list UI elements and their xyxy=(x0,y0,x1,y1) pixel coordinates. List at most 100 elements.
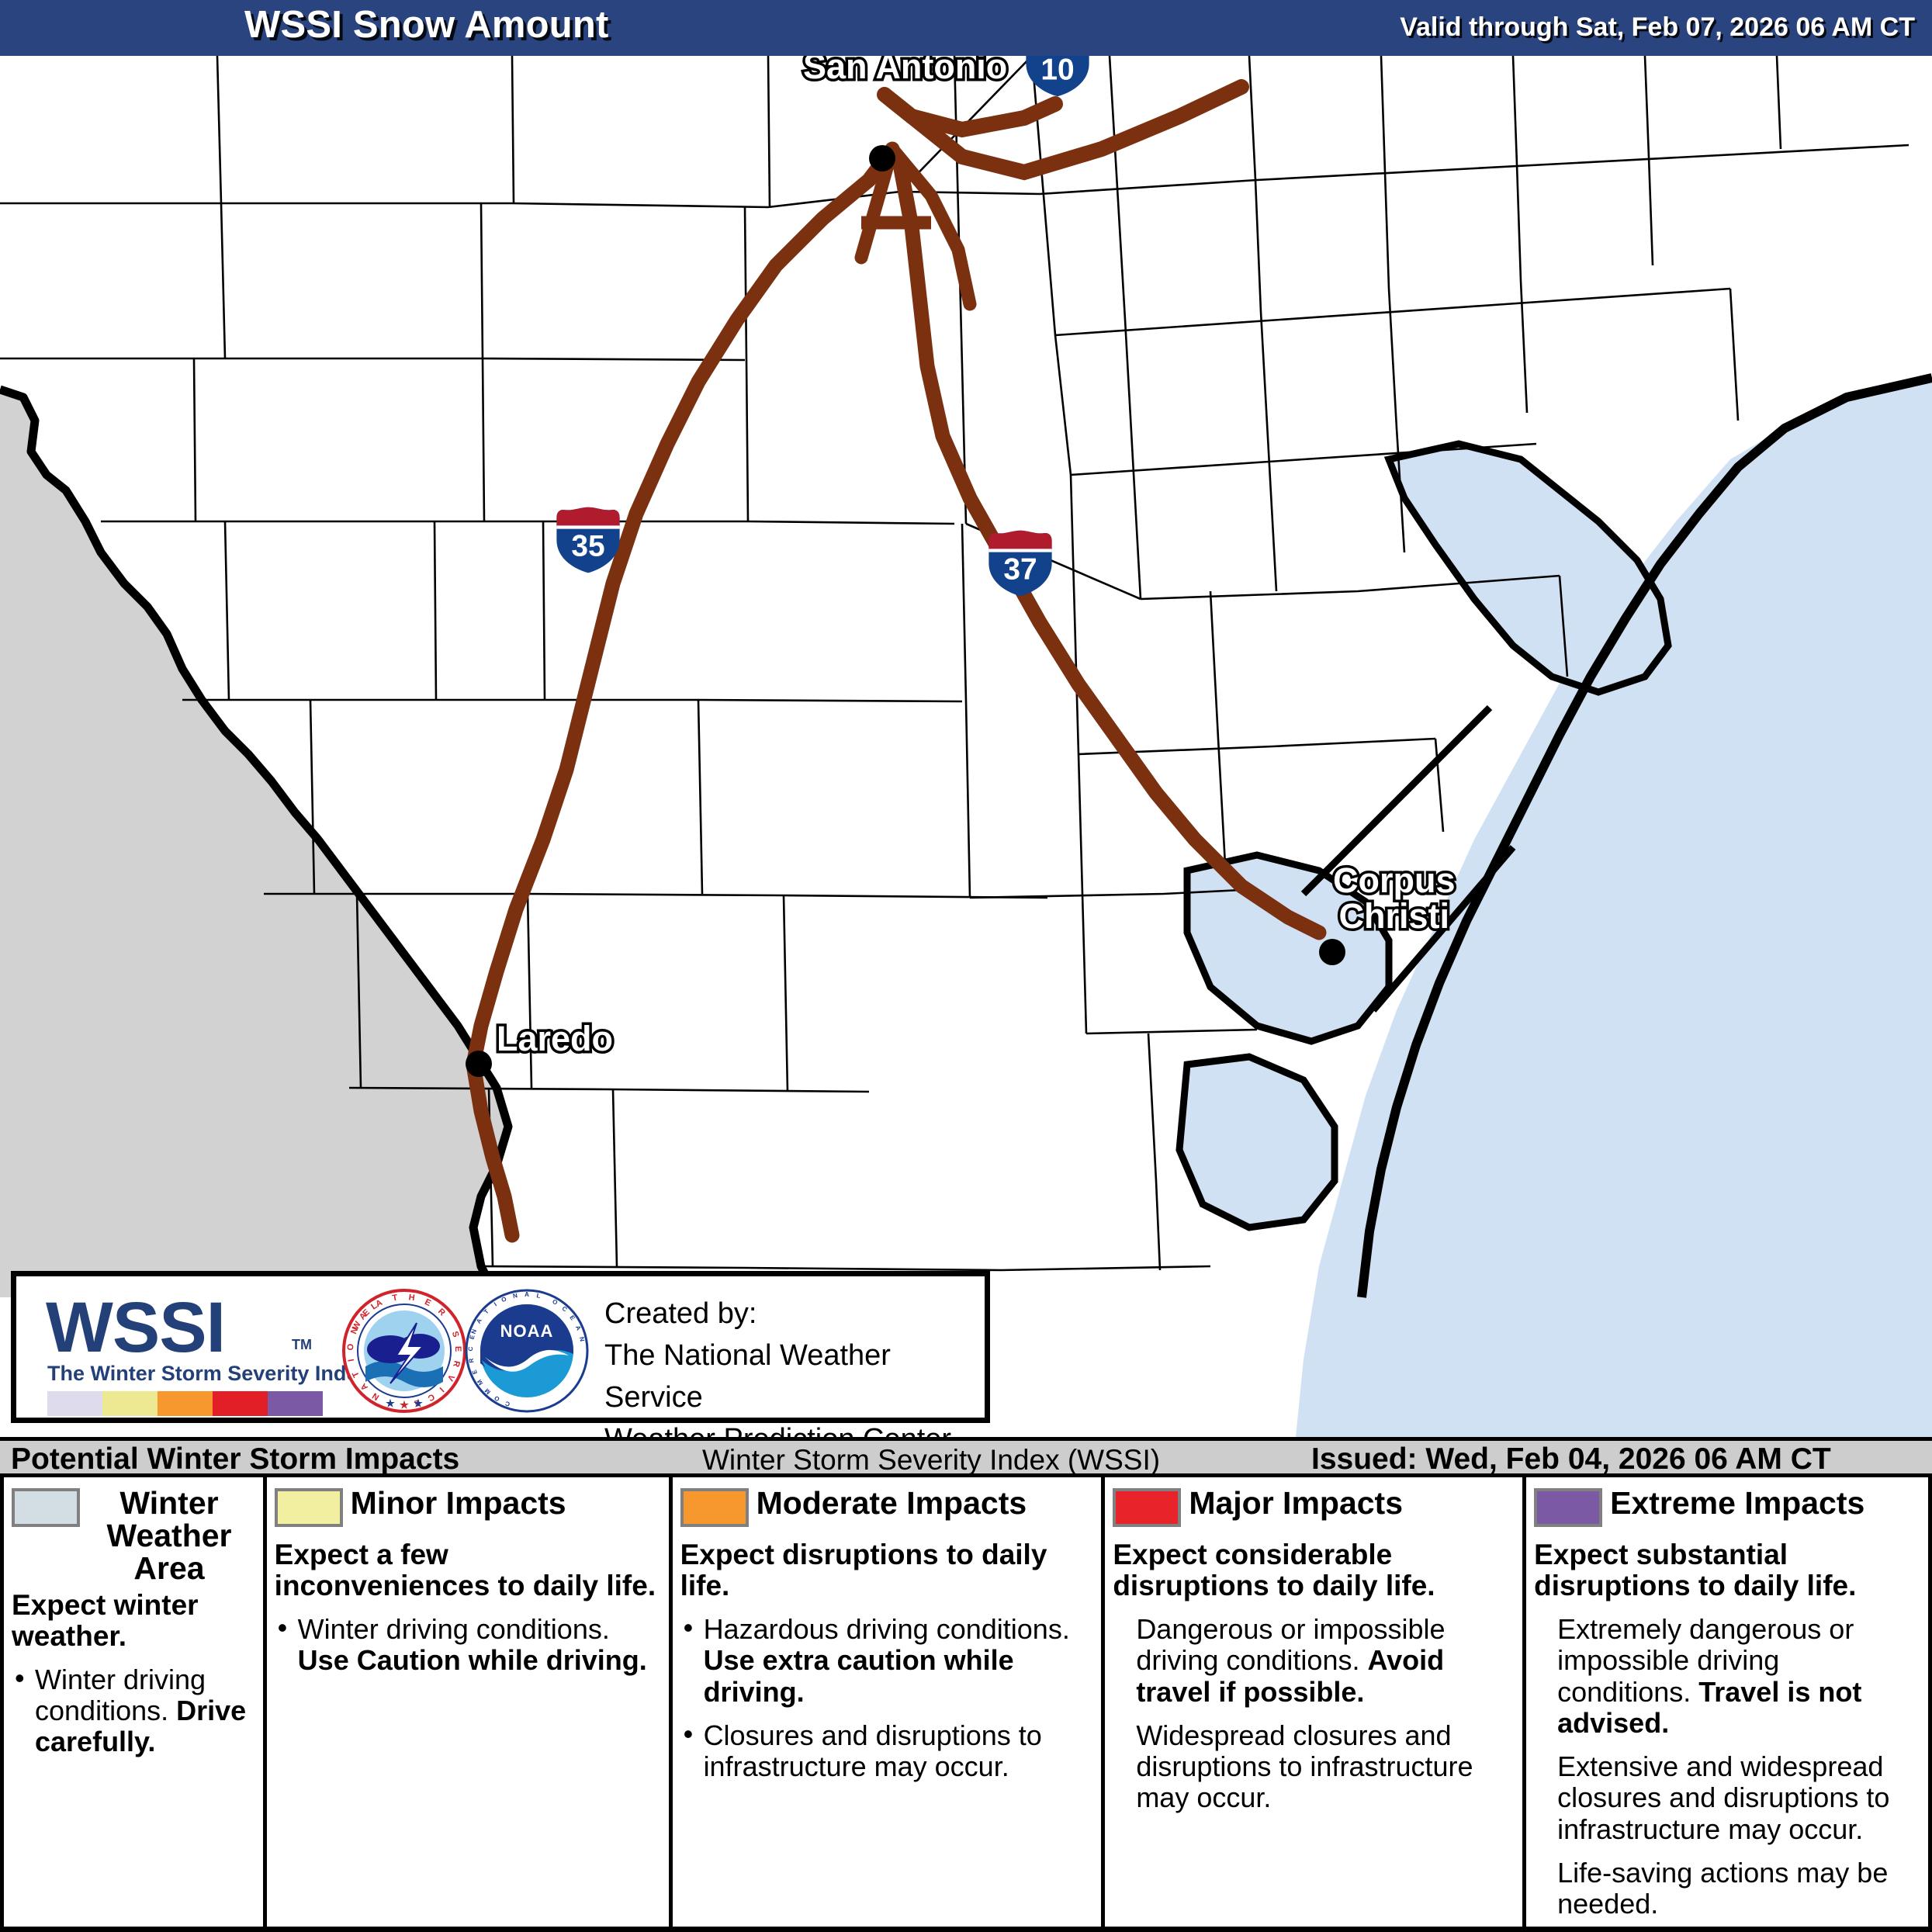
wssi-subtitle: The Winter Storm Severity Index xyxy=(47,1362,370,1385)
legend-swatch-winter-weather-area xyxy=(12,1488,80,1527)
bullet-bold: Use Caution while driving. xyxy=(297,1644,647,1677)
svg-text:C: C xyxy=(504,1400,511,1408)
legend-column-moderate-impacts[interactable]: Moderate Impacts Expect disruptions to d… xyxy=(673,1477,1106,1927)
legend-column-minor-impacts[interactable]: Minor Impacts Expect a few inconvenience… xyxy=(267,1477,673,1927)
svg-text:E: E xyxy=(469,1334,476,1340)
bullet-bold: Use extra caution while driving. xyxy=(703,1644,1014,1708)
legend-label-major-impacts: Major Impacts xyxy=(1189,1485,1404,1521)
svg-text:E: E xyxy=(470,1368,479,1375)
impact-legend: Winter Weather Area Expect winter weather.… xyxy=(0,1477,1932,1932)
bullet-pre: Widespread closures and disruptions to i… xyxy=(1136,1719,1473,1814)
city-dot-laredo xyxy=(466,1051,492,1077)
legend-bullet: Winter driving conditions. Drive careful… xyxy=(12,1663,255,1758)
legend-summary: Expect substantial disruptions to daily … xyxy=(1534,1539,1857,1601)
trademark-mark: TM xyxy=(292,1337,312,1352)
legend-bullet: Dangerous or impossible driving conditio… xyxy=(1113,1612,1515,1708)
svg-text:35: 35 xyxy=(571,529,604,563)
status-bar-issued-label: Issued: Wed, Feb 04, 2026 06 AM CT xyxy=(1311,1442,1831,1476)
legend-label-minor-impacts: Minor Impacts xyxy=(350,1485,566,1521)
legend-swatch-major-impacts xyxy=(1113,1488,1182,1527)
city-label-laredo: Laredo xyxy=(493,1018,615,1059)
status-bar-center-label: Winter Storm Severity Index (WSSI) xyxy=(702,1444,1161,1476)
svg-text:10: 10 xyxy=(1040,56,1074,86)
svg-text:E: E xyxy=(423,1297,432,1308)
svg-text:★: ★ xyxy=(400,1399,409,1411)
svg-text:C: C xyxy=(467,1346,474,1351)
interstate-shield-35: 35 xyxy=(555,506,621,574)
interstate-shield-37: 37 xyxy=(987,529,1054,597)
svg-text:E: E xyxy=(568,1314,576,1322)
created-by-block: Created by: The National Weather Service… xyxy=(604,1293,985,1461)
valid-through-text: Valid through Sat, Feb 07, 2026 06 AM CT xyxy=(1400,12,1915,42)
legend-column-major-impacts[interactable]: Major Impacts Expect considerable disrup… xyxy=(1105,1477,1527,1927)
bullet-bold: Avoid travel if possible. xyxy=(1136,1644,1445,1708)
legend-swatch-minor-impacts xyxy=(274,1488,343,1527)
legend-bullet: Extremely dangerous or impossible drivin… xyxy=(1534,1612,1920,1739)
svg-text:M: M xyxy=(476,1378,484,1387)
svg-text:T: T xyxy=(483,1308,490,1316)
noaa-seal-icon: NOAA N A T I O N A L O C E A N C O xyxy=(465,1289,589,1413)
svg-text:L: L xyxy=(536,1292,542,1300)
created-by-agency: The National Weather Service xyxy=(604,1338,891,1414)
svg-text:N: N xyxy=(578,1336,586,1342)
city-dot-san-antonio xyxy=(869,145,895,171)
svg-text:S: S xyxy=(450,1330,461,1338)
legend-header: Minor Impacts xyxy=(274,1485,661,1535)
legend-bullet: Winter driving conditions. Use Caution w… xyxy=(275,1612,661,1677)
svg-text:I: I xyxy=(438,1385,446,1394)
legend-bullet: Life-saving actions may be needed. xyxy=(1534,1857,1920,1920)
legend-label-winter-weather-area: Winter Weather Area xyxy=(106,1485,232,1587)
bullet-pre: Extremely dangerous or impossible drivin… xyxy=(1557,1612,1854,1708)
header-bar: WSSI Snow Amount Valid through Sat, Feb … xyxy=(0,0,1932,56)
status-bar: Potential Winter Storm Impacts Winter St… xyxy=(0,1437,1932,1477)
wssi-color-strip xyxy=(47,1391,323,1416)
bullet-pre: Winter driving conditions. xyxy=(35,1663,206,1726)
interstate-shield-10: 10 xyxy=(1024,56,1091,98)
svg-text:R: R xyxy=(451,1359,462,1368)
legend-column-extreme-impacts[interactable]: Extreme Impacts Expect substantial disru… xyxy=(1526,1477,1928,1927)
legend-bullet: Extensive and widespread closures and di… xyxy=(1534,1751,1920,1845)
legend-summary: Expect disruptions to daily life. xyxy=(680,1539,1047,1601)
bullet-bold: Travel is not advised. xyxy=(1557,1675,1862,1739)
svg-text:T: T xyxy=(351,1369,362,1379)
legend-bullet: Closures and disruptions to infrastructu… xyxy=(680,1719,1094,1783)
status-bar-left-label: Potential Winter Storm Impacts xyxy=(11,1442,460,1476)
bullet-pre: Extensive and widespread closures and di… xyxy=(1557,1750,1890,1845)
city-label-san-antonio: San Antonio xyxy=(800,56,1009,87)
legend-column-winter-weather-area[interactable]: Winter Weather Area Expect winter weather.… xyxy=(4,1477,267,1927)
svg-text:E: E xyxy=(414,1397,421,1407)
page-title: WSSI Snow Amount xyxy=(244,4,609,46)
svg-text:C: C xyxy=(560,1305,568,1314)
svg-text:T: T xyxy=(392,1293,399,1304)
legend-swatch-moderate-impacts xyxy=(680,1488,749,1527)
bullet-pre: Closures and disruptions to infrastructu… xyxy=(703,1719,1042,1783)
legend-bullet: Hazardous driving conditions. Use extra … xyxy=(680,1612,1094,1708)
map-geometry xyxy=(0,56,1932,1437)
created-by-label: Created by: xyxy=(604,1297,757,1330)
svg-text:37: 37 xyxy=(1003,552,1037,586)
bullet-pre: Dangerous or impossible driving conditio… xyxy=(1136,1612,1446,1677)
svg-text:O: O xyxy=(551,1298,559,1307)
wssi-logo-box: WSSI TM The Winter Storm Severity Index … xyxy=(11,1271,990,1456)
svg-text:O: O xyxy=(500,1295,507,1304)
legend-summary: Expect considerable disruptions to daily… xyxy=(1113,1539,1435,1601)
svg-text:O: O xyxy=(346,1343,356,1351)
wssi-wordmark: WSSI xyxy=(46,1288,226,1367)
legend-label-extreme-impacts: Extreme Impacts xyxy=(1610,1485,1865,1521)
svg-text:N: N xyxy=(349,1326,360,1335)
bullet-pre: Hazardous driving conditions. xyxy=(703,1612,1070,1645)
legend-swatch-extreme-impacts xyxy=(1534,1488,1603,1527)
svg-text:A: A xyxy=(475,1317,483,1325)
svg-text:★: ★ xyxy=(386,1397,395,1409)
svg-text:I: I xyxy=(493,1301,498,1308)
legend-summary: Expect a few inconveniences to daily lif… xyxy=(274,1539,656,1601)
national-weather-service-seal-icon: W E A T H E R S E R V I C E N A T xyxy=(342,1289,466,1413)
svg-text:I: I xyxy=(347,1358,356,1362)
city-label-corpus-christi: Corpus Christi xyxy=(1331,860,1458,937)
map-canvas[interactable]: 10 35 37 San Antonio Corpus Christi xyxy=(0,56,1932,1437)
bullet-pre: Life-saving actions may be needed. xyxy=(1557,1857,1889,1920)
svg-text:NOAA: NOAA xyxy=(500,1321,554,1341)
legend-header: Moderate Impacts xyxy=(680,1487,1094,1535)
svg-text:★: ★ xyxy=(414,1397,423,1409)
